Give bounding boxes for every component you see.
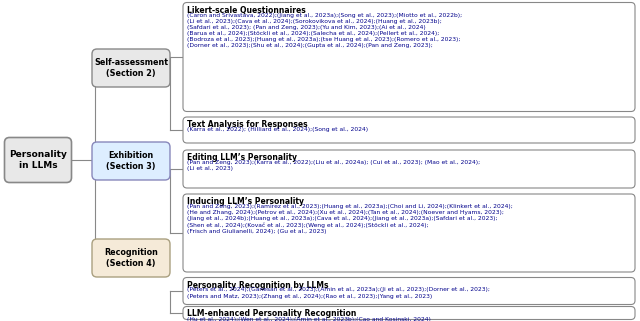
FancyBboxPatch shape xyxy=(183,277,635,305)
Text: (Caron and Srivastava, 2022);(Jiang et al., 2023a);(Song et al., 2023);(Miotto e: (Caron and Srivastava, 2022);(Jiang et a… xyxy=(187,13,462,48)
Text: Personality
in LLMs: Personality in LLMs xyxy=(9,150,67,170)
FancyBboxPatch shape xyxy=(92,142,170,180)
FancyBboxPatch shape xyxy=(183,150,635,188)
FancyBboxPatch shape xyxy=(4,137,72,183)
Text: (Pan and Zeng, 2023);(Karra et al., 2022);(Liu et al., 2024a); (Cui et al., 2023: (Pan and Zeng, 2023);(Karra et al., 2022… xyxy=(187,160,480,171)
Text: (Karra et al., 2022); (Hilliard et al., 2024);(Song et al., 2024): (Karra et al., 2022); (Hilliard et al., … xyxy=(187,127,368,132)
Text: (Pan and Zeng, 2023);(Ramirez et al., 2023);(Huang et al., 2023a);(Choi and Li, : (Pan and Zeng, 2023);(Ramirez et al., 20… xyxy=(187,204,513,234)
Text: (Hu et al., 2024);(Wen et al., 2024);(Amin et al., 2023b);(Cao and Kosinski, 202: (Hu et al., 2024);(Wen et al., 2024);(Am… xyxy=(187,317,431,321)
Text: Text Analysis for Responses: Text Analysis for Responses xyxy=(187,120,308,129)
FancyBboxPatch shape xyxy=(92,239,170,277)
Text: Recognition
(Section 4): Recognition (Section 4) xyxy=(104,248,158,268)
FancyBboxPatch shape xyxy=(183,117,635,143)
Text: Exhibition
(Section 3): Exhibition (Section 3) xyxy=(106,151,156,171)
Text: Personality Recognition by LLMs: Personality Recognition by LLMs xyxy=(187,281,328,290)
FancyBboxPatch shape xyxy=(183,3,635,111)
FancyBboxPatch shape xyxy=(183,194,635,272)
Text: LLM-enhanced Personality Recognition: LLM-enhanced Personality Recognition xyxy=(187,309,356,318)
Text: Inducing LLM’s Personality: Inducing LLM’s Personality xyxy=(187,197,304,206)
Text: Self-assessment
(Section 2): Self-assessment (Section 2) xyxy=(94,58,168,78)
Text: Editing LLM’s Personality: Editing LLM’s Personality xyxy=(187,153,297,162)
FancyBboxPatch shape xyxy=(183,307,635,319)
FancyBboxPatch shape xyxy=(92,49,170,87)
Text: Likert-scale Questionnaires: Likert-scale Questionnaires xyxy=(187,5,306,14)
Text: (Peters et al., 2024);(Ganesan et al., 2023);(Amin et al., 2023a);(Ji et al., 20: (Peters et al., 2024);(Ganesan et al., 2… xyxy=(187,288,490,299)
